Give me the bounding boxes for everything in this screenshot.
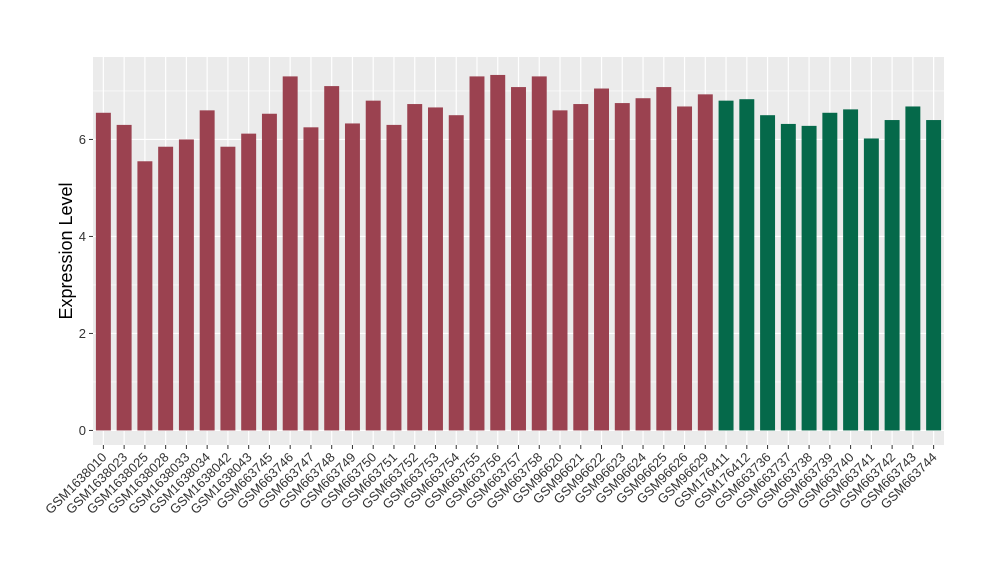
bar-GSM96623: [614, 103, 630, 431]
bar-GSM663756: [490, 74, 506, 431]
bar-GSM1638010: [95, 112, 111, 431]
bar-GSM663745: [261, 113, 277, 431]
bar-GSM663742: [884, 120, 900, 431]
bar-GSM663743: [905, 106, 921, 431]
y-axis: 0 2 4 6: [79, 132, 93, 438]
bar-GSM663736: [760, 115, 776, 431]
bar-GSM96622: [594, 88, 609, 431]
bar-GSM663753: [428, 107, 443, 431]
x-axis: GSM1638010GSM1638023GSM1638025GSM1638028…: [42, 445, 940, 517]
bar-GSM1638033: [178, 139, 194, 431]
bar-GSM1638025: [137, 161, 153, 431]
bar-GSM663739: [822, 112, 838, 431]
bar-GSM663738: [801, 125, 817, 431]
bar-GSM663750: [365, 100, 381, 431]
bar-GSM663754: [448, 115, 464, 431]
bar-GSM1638028: [158, 146, 174, 431]
bar-GSM663741: [863, 138, 879, 431]
bar-GSM663757: [511, 87, 526, 431]
bar-GSM663746: [282, 76, 298, 431]
bar-GSM663748: [324, 86, 340, 431]
y-tick-label: 2: [79, 326, 86, 341]
bar-GSM1638043: [241, 133, 257, 431]
bar-GSM1638034: [199, 110, 215, 431]
bar-GSM663744: [926, 120, 942, 431]
y-tick-label: 6: [79, 132, 86, 147]
bar-GSM96626: [677, 106, 693, 431]
bar-GSM96625: [656, 87, 672, 431]
bar-GSM96629: [697, 94, 713, 431]
bar-GSM176411: [718, 100, 734, 431]
bar-GSM663749: [344, 123, 360, 431]
bar-series: [95, 74, 942, 431]
bar-GSM663747: [303, 127, 319, 431]
bar-GSM96621: [573, 104, 589, 431]
bar-GSM663751: [386, 124, 402, 431]
bar-GSM663737: [780, 123, 796, 431]
bar-GSM1638023: [116, 124, 132, 431]
bar-GSM663755: [469, 76, 485, 431]
bar-GSM663758: [531, 76, 547, 431]
bar-GSM176412: [739, 99, 755, 431]
bar-GSM96620: [552, 110, 568, 431]
y-tick-label: 4: [79, 229, 86, 244]
bar-GSM663752: [407, 104, 423, 431]
bar-GSM663740: [843, 109, 859, 431]
bar-GSM96624: [635, 98, 651, 431]
y-axis-title: Expression Level: [56, 182, 76, 319]
y-tick-label: 0: [79, 423, 86, 438]
bar-GSM1638042: [220, 146, 236, 431]
